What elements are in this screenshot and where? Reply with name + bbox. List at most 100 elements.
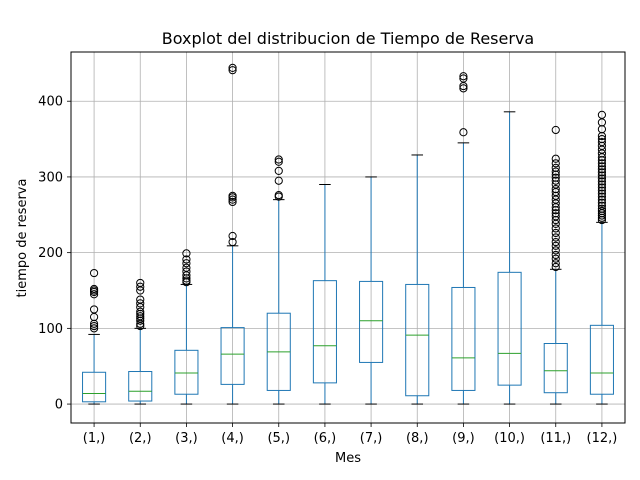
box-iqr [543,343,568,394]
outlier-point [228,197,237,207]
box-8 [405,154,430,405]
outlier-point [597,198,607,207]
box-6 [312,184,337,405]
box-iqr [174,349,199,395]
x-tick-label: (3,) [175,431,198,446]
outlier-point [459,72,468,81]
outlier-point [136,295,145,304]
box-12 [589,110,614,405]
outlier-point [551,167,560,176]
x-tick-label: (2,) [129,431,152,446]
outlier-point [597,192,607,201]
outlier-point [228,63,237,73]
box-9 [451,72,476,405]
box-iqr [220,327,245,385]
outlier-point [89,324,99,333]
outlier-point [182,263,191,272]
x-tick-label: (4,) [221,431,244,446]
x-tick-label: (8,) [406,431,429,446]
x-tick-label: (11,) [540,431,571,446]
outlier-point [597,201,607,210]
outlier-point [551,176,560,185]
y-tick-label: 0 [55,398,63,413]
outlier-point [136,312,145,321]
outlier-point [551,184,560,194]
x-tick-label: (5,) [267,431,290,446]
outlier-point [597,110,607,119]
box-7 [359,176,384,405]
outlier-point [551,163,560,172]
outlier-point [597,174,607,183]
x-tick-label: (9,) [452,431,475,446]
x-tick-label: (12,) [587,431,618,446]
outlier-point [182,276,191,285]
outlier-point [182,267,191,276]
x-tick-label: (7,) [360,431,383,446]
outlier-point [89,321,99,331]
box-iqr [405,283,430,397]
outlier-point [597,206,607,216]
outlier-point [597,195,607,204]
outlier-point [551,233,560,242]
outlier-point [551,224,560,233]
outlier-point [597,168,607,177]
chart-title: Boxplot del distribucion de Tiempo de Re… [162,29,534,48]
outlier-point [89,284,99,294]
box-iqr [82,371,107,403]
outlier-point [182,249,191,258]
outlier-point [274,157,283,166]
y-tick-label: 400 [38,95,63,110]
outlier-point [551,250,560,260]
outlier-point [228,231,237,241]
x-tick-label: (6,) [314,431,337,446]
outlier-point [459,128,468,137]
outlier-point [597,165,607,174]
outlier-point [597,177,607,186]
box-iqr [497,271,522,386]
outlier-point [597,134,607,144]
outlier-point [597,183,607,192]
outlier-point [274,166,283,175]
box-iqr [589,324,614,395]
outlier-point [228,191,237,200]
outlier-point [551,173,560,182]
box-1 [82,268,107,405]
y-tick-label: 300 [38,170,63,185]
y-axis-label: tiempo de reserva [15,179,30,298]
outlier-point [136,282,145,291]
x-tick-label: (1,) [83,431,106,446]
outlier-point [182,259,191,268]
outlier-point [136,307,145,316]
outlier-point [89,290,99,299]
outlier-point [551,125,560,135]
box-iqr [312,280,337,384]
outlier-point [459,84,468,93]
outlier-point [182,255,191,264]
outlier-point [551,228,560,238]
outlier-point [551,209,560,218]
outlier-point [136,299,145,308]
box-11 [543,125,568,405]
y-tick-label: 200 [38,246,63,261]
x-tick-label: (10,) [494,431,525,446]
outlier-point [597,189,607,198]
box-iqr [359,280,384,363]
outlier-point [228,237,237,247]
box-10 [497,111,522,405]
outlier-point [274,155,283,164]
outlier-point [136,278,145,288]
box-series [82,63,614,405]
outlier-point [228,66,237,75]
outlier-point [597,204,607,213]
outlier-point [459,74,468,83]
outlier-point [89,305,99,314]
outlier-point [274,191,283,200]
outlier-point [228,195,237,204]
outlier-point [89,268,99,278]
y-tick-label: 100 [38,322,63,337]
box-5 [266,155,291,405]
outlier-point [597,171,607,180]
outlier-point [551,259,560,268]
